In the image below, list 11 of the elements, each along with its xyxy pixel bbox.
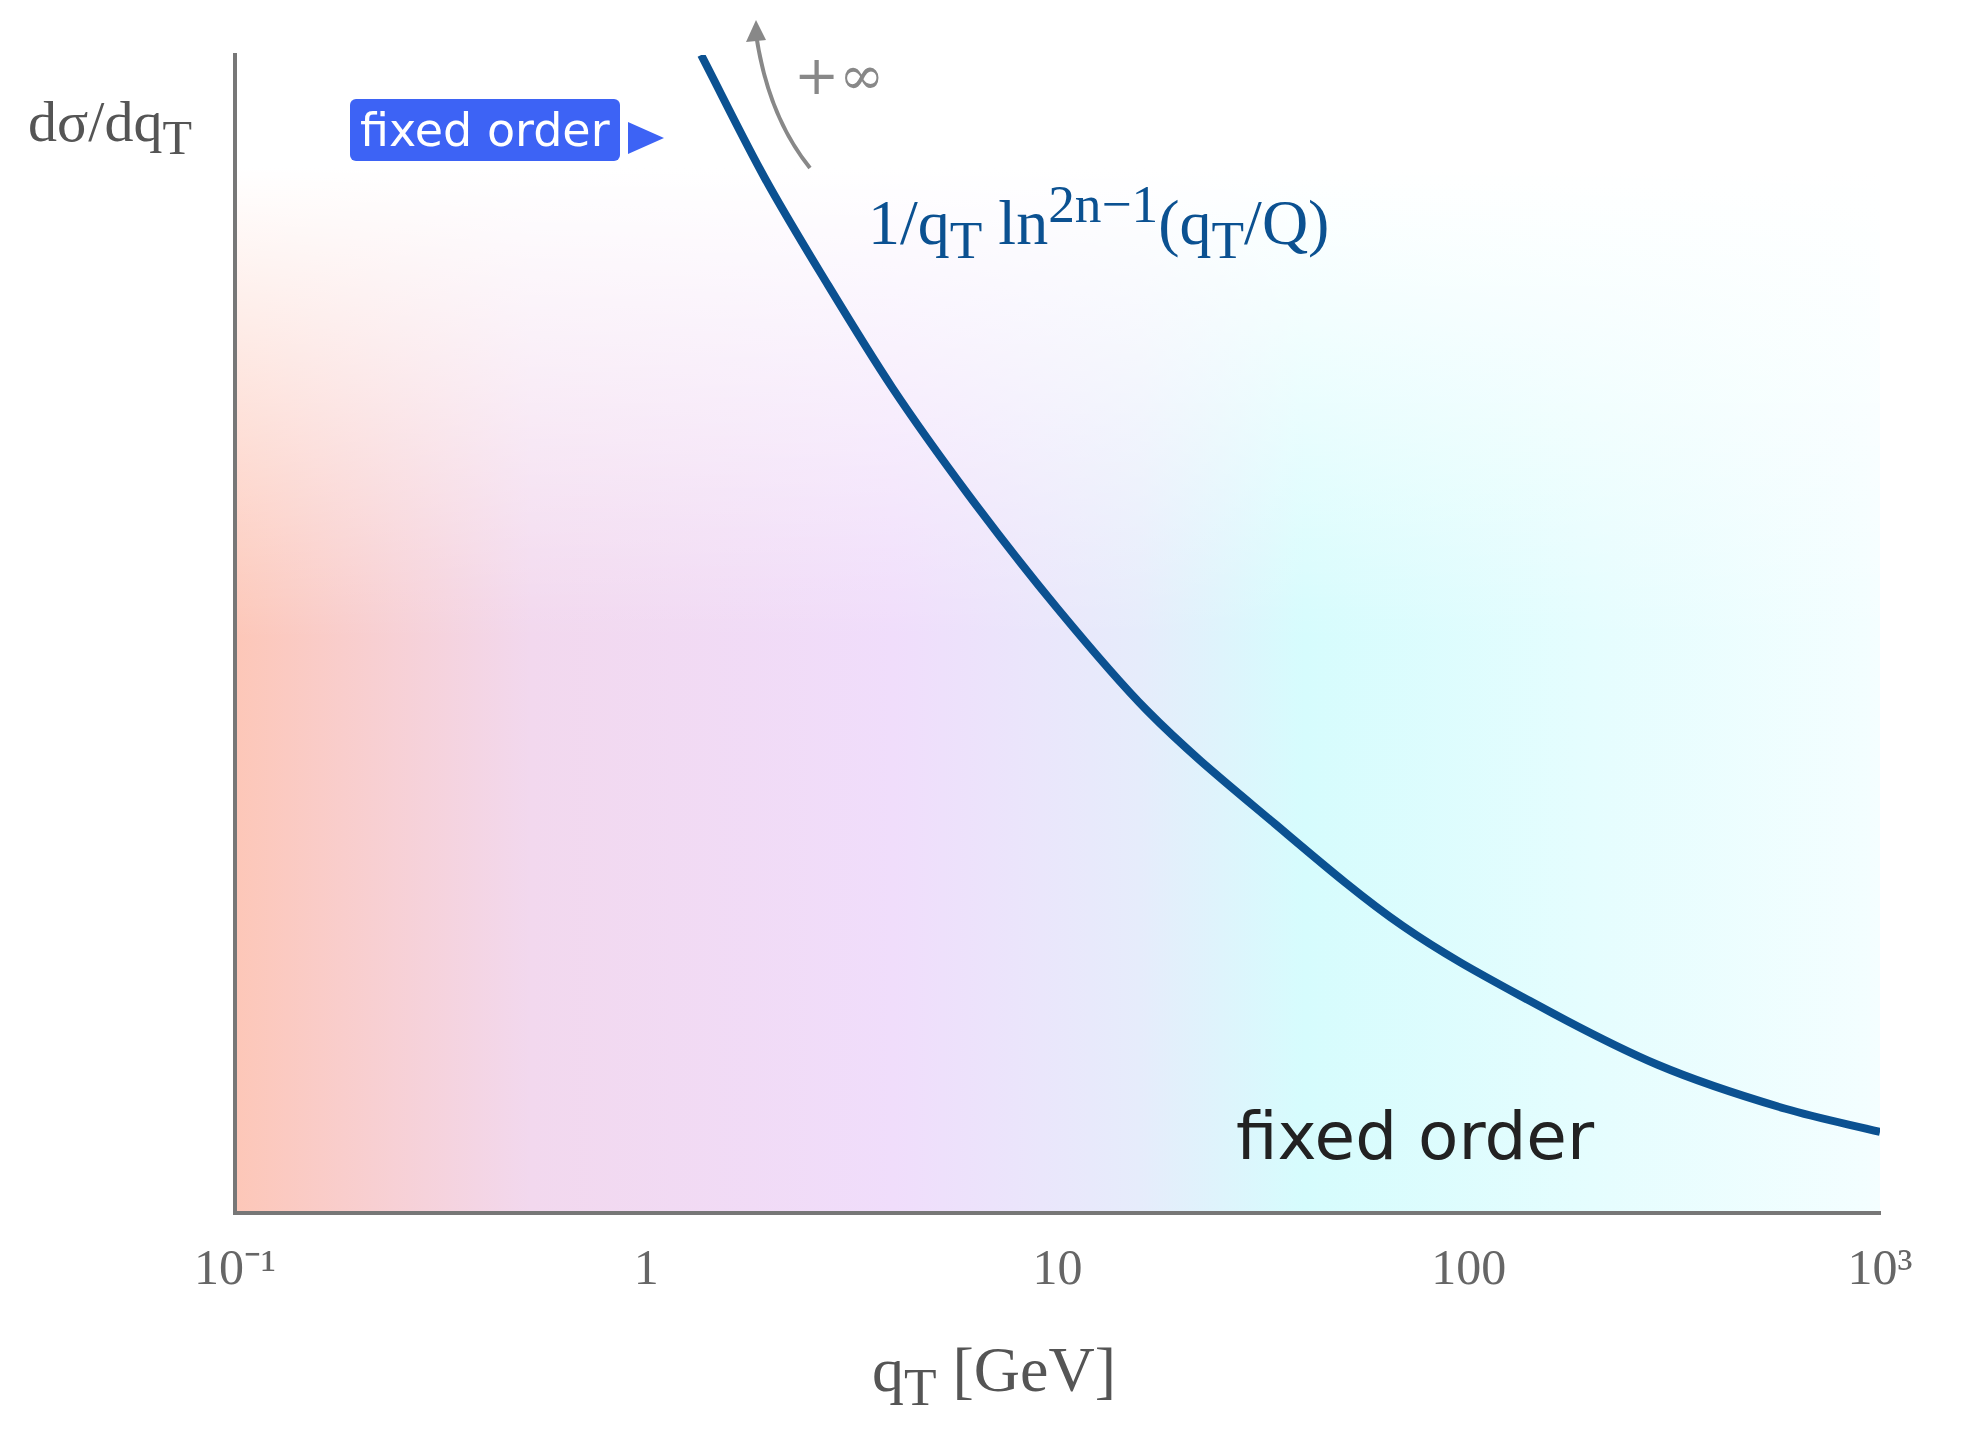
x-tick-label: 100 [1431,1239,1507,1296]
x-tick-label: 1 [633,1239,659,1296]
annotation: +∞ [794,44,885,107]
annotation: fixed order [360,103,610,157]
annotation: 1/q$_{T}$ ln$^{2n−1}$(q$_{T}$/Q) [868,174,1330,271]
annotation: fixed order [1236,1098,1595,1175]
x-tick-label: 10³ [1847,1239,1913,1296]
x-axis-title: q$_{T}$ [GeV] [870,1333,1117,1418]
x-tick-label: 10 [1032,1239,1083,1296]
x-tick-label: 10⁻¹ [194,1239,276,1296]
y-axis-title: dσ/dq$_{T}$ [28,88,192,165]
